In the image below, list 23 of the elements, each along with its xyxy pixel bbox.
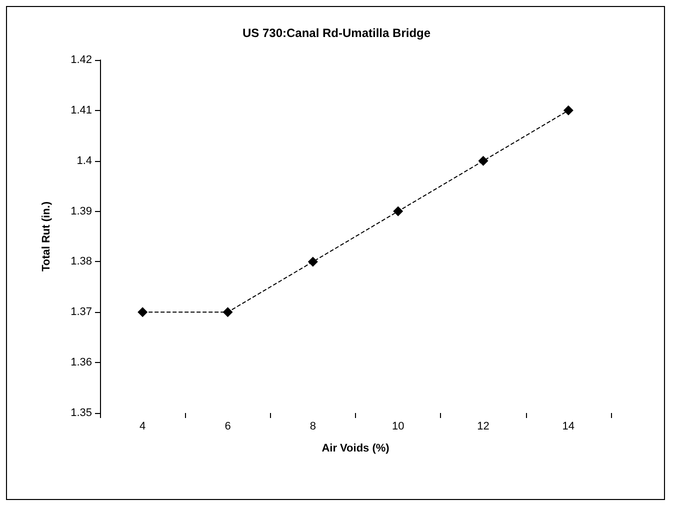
- x-tick-label: 8: [310, 420, 316, 432]
- chart-title: US 730:Canal Rd-Umatilla Bridge: [242, 26, 431, 40]
- y-tick-label: 1.35: [70, 407, 92, 419]
- x-tick-label: 4: [140, 420, 146, 432]
- y-tick-label: 1.42: [70, 54, 92, 66]
- y-tick-label: 1.38: [70, 256, 92, 268]
- point: [393, 206, 404, 216]
- y-tick-label: 1.39: [70, 205, 92, 218]
- point: [222, 307, 233, 318]
- point: [138, 307, 148, 318]
- y-tick-label: 1.41: [70, 104, 92, 116]
- point: [308, 256, 318, 267]
- point: [478, 156, 488, 166]
- point: [563, 105, 574, 116]
- x-axis-title: Air Voids (%): [322, 442, 390, 454]
- y-tick-label: 1.37: [70, 306, 92, 318]
- x-tick-label: 14: [562, 420, 575, 432]
- y-tick-label: 1.4: [76, 154, 92, 167]
- y-axis-title: Total Rut (in.): [40, 201, 52, 272]
- y-tick-label: 1.36: [70, 356, 92, 369]
- x-tick-label: 10: [392, 420, 404, 432]
- x-tick-label: 12: [477, 420, 490, 432]
- x-tick-label: 6: [224, 420, 231, 432]
